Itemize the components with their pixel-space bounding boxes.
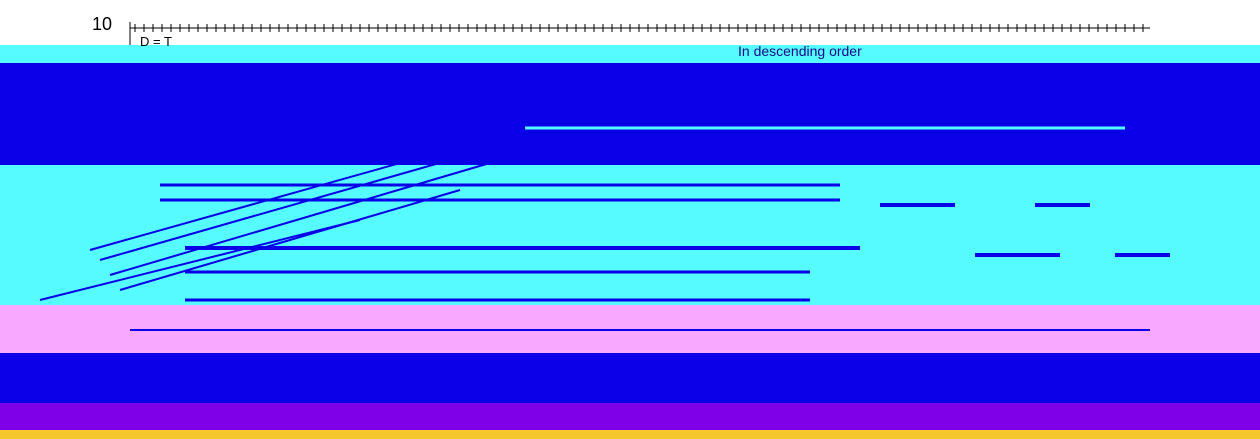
band-blue-lower — [0, 353, 1260, 403]
chart-annotation: In descending order — [738, 43, 862, 59]
band-blue-upper — [0, 63, 1260, 165]
y-tick-label-top: 10 — [92, 14, 113, 34]
band-cyan-middle — [0, 165, 1260, 305]
top-tick-marks — [134, 24, 1144, 32]
diagonal-line-3 — [109, 159, 501, 276]
legend-formula: D = T — [140, 34, 172, 49]
band-violet — [0, 403, 1260, 430]
band-cyan-top — [0, 45, 1260, 63]
diagonal-line-1 — [89, 127, 526, 251]
diagonal-line-4 — [119, 189, 461, 291]
diagonal-line-5 — [39, 219, 361, 301]
band-orange — [0, 430, 1260, 439]
diagonal-line-2 — [99, 139, 521, 261]
